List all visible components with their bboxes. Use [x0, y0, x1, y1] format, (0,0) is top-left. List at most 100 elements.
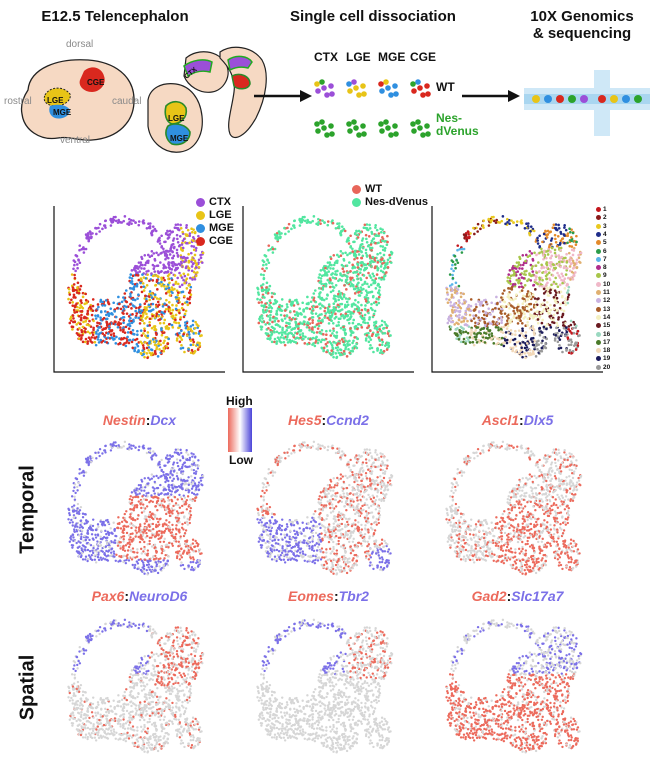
cell-point [174, 318, 177, 322]
cell-point [326, 261, 330, 264]
cell-point [549, 326, 553, 329]
cell-point [199, 253, 202, 257]
cell-point [345, 288, 348, 291]
cell-point [130, 526, 133, 530]
cell-point [382, 277, 386, 281]
cell-point [520, 352, 523, 356]
cell-point [153, 349, 157, 353]
cell-point [144, 294, 147, 298]
cell-point [75, 477, 78, 481]
cell-point [192, 460, 195, 463]
cell-point [154, 514, 157, 517]
cell-point [183, 281, 186, 285]
cell-point [151, 338, 155, 341]
cell-point [376, 330, 380, 334]
cell-point [173, 268, 177, 272]
legend-swatch [196, 197, 205, 207]
cell-point [171, 303, 174, 307]
cell-point [508, 269, 512, 272]
cell-point [78, 326, 81, 330]
cell-point [175, 458, 179, 461]
cell-point [453, 263, 457, 266]
cell-point [311, 343, 314, 346]
legend-item-cluster: 17 [596, 339, 610, 346]
cell-point [190, 265, 194, 268]
label-mge-side: MGE [53, 108, 72, 117]
cell-point [183, 567, 186, 571]
cell-point [266, 321, 269, 325]
legend-swatch [596, 223, 601, 229]
cell-point [342, 327, 346, 331]
cell-point [117, 444, 120, 447]
cell-point [157, 253, 160, 257]
cell-point [511, 346, 515, 350]
cell-point [187, 476, 190, 479]
cell-point [76, 485, 79, 489]
cell-point [304, 335, 307, 339]
cell-point [77, 259, 80, 262]
cell-point [177, 296, 181, 300]
cell-point [323, 269, 326, 273]
cell-point [145, 518, 148, 521]
cell-point [133, 283, 137, 286]
cell-point [565, 330, 569, 334]
cell-point [318, 331, 321, 334]
cell-point [561, 260, 564, 264]
cell-point [165, 473, 168, 476]
cell-point [560, 272, 564, 276]
cell-point [522, 294, 525, 298]
cell-point [558, 283, 562, 287]
cell-point [365, 237, 368, 241]
cell-point [562, 321, 565, 324]
cell-point [269, 248, 273, 251]
cell-point [108, 545, 111, 549]
cell-point [182, 255, 186, 259]
cell-point [168, 502, 171, 506]
cell-point [278, 236, 282, 240]
cell-point [576, 344, 580, 347]
cell-point [329, 290, 333, 294]
cell-point [481, 310, 485, 313]
cell-point [162, 559, 165, 562]
cell-point [144, 486, 147, 489]
cell-point [268, 322, 271, 326]
cell-point [180, 283, 184, 287]
cell-point [512, 269, 515, 273]
cell-point [495, 295, 498, 299]
cell-point [136, 350, 139, 354]
cell-point [483, 324, 487, 327]
cell-point [535, 314, 538, 318]
cell-point [140, 511, 144, 514]
cell-point [556, 331, 559, 335]
cell-point [518, 278, 521, 282]
cell-point [179, 260, 183, 264]
cell-point [129, 515, 132, 518]
cell-point [339, 348, 343, 352]
cell-point [573, 262, 577, 266]
cell-point [267, 334, 270, 338]
cell-point [482, 219, 485, 222]
cell-point [281, 328, 284, 332]
cell-point [332, 310, 336, 313]
cell-point [76, 489, 79, 492]
cell-point [549, 256, 552, 260]
cell-point [365, 293, 369, 297]
cell-point [506, 220, 509, 224]
cell-point [142, 332, 145, 335]
cell-point [558, 243, 562, 246]
cell-point [374, 226, 377, 229]
cell-point [495, 342, 498, 346]
cell-point [160, 246, 163, 249]
cell-point [531, 270, 535, 273]
cell-point [132, 537, 135, 540]
cell-point [130, 321, 134, 325]
cell-point [88, 331, 92, 335]
cell-point [155, 474, 158, 478]
cell-point [85, 542, 89, 545]
cell-point [284, 332, 287, 335]
cell-point [510, 219, 513, 222]
cell-point [182, 272, 186, 276]
cell-point [572, 320, 575, 324]
cell-point [510, 286, 514, 289]
cell-point [155, 297, 159, 300]
